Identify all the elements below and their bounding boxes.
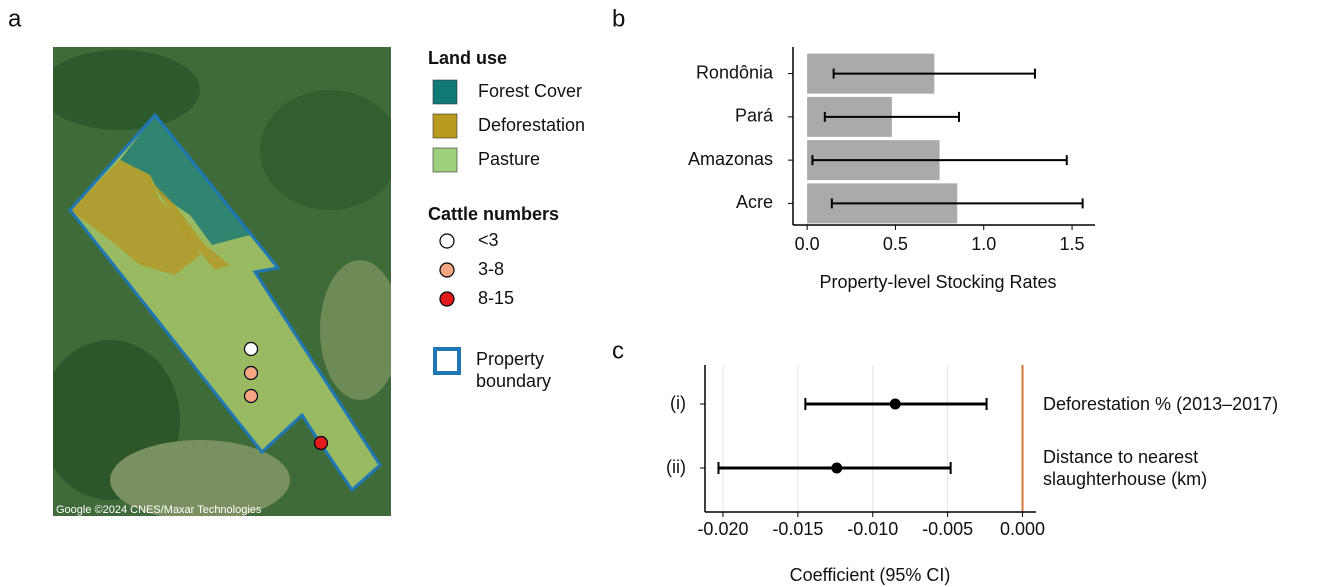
x-tick-label: 0.0	[795, 234, 820, 254]
panel-label: b	[612, 5, 625, 32]
y-tick-label: (i)	[670, 393, 686, 413]
legend-label: 8-15	[478, 288, 514, 308]
legend-label: Property boundary	[476, 348, 576, 392]
legend-swatch	[435, 349, 459, 373]
y-tick-label: Amazonas	[688, 149, 773, 169]
point	[890, 399, 901, 410]
legend-label: Deforestation	[478, 115, 585, 135]
point	[831, 463, 842, 474]
x-tick-label: 0.000	[1000, 519, 1045, 539]
legend-label: Forest Cover	[478, 81, 582, 101]
x-tick-label: -0.010	[847, 519, 898, 539]
y-tick-label: Pará	[735, 106, 774, 126]
x-tick-label: -0.005	[922, 519, 973, 539]
legend-label: <3	[478, 230, 499, 250]
panel-label: c	[612, 337, 624, 364]
row-label: Distance to nearest slaughterhouse (km)	[1043, 446, 1323, 490]
legend-swatch	[440, 234, 454, 248]
x-axis-label: Coefficient (95% CI)	[790, 565, 951, 585]
legend-title: Land use	[428, 48, 507, 68]
x-tick-label: -0.015	[772, 519, 823, 539]
legend-swatch	[433, 114, 457, 138]
x-axis-label: Property-level Stocking Rates	[819, 272, 1056, 292]
legend-swatch	[440, 292, 454, 306]
y-tick-label: Acre	[736, 192, 773, 212]
legend-swatch	[433, 148, 457, 172]
x-tick-label: -0.020	[697, 519, 748, 539]
x-tick-label: 1.0	[971, 234, 996, 254]
legend-title: Cattle numbers	[428, 204, 559, 224]
legend-label: Pasture	[478, 149, 540, 169]
map-attribution: Google ©2024 CNES/Maxar Technologies	[56, 504, 262, 516]
x-tick-label: 0.5	[883, 234, 908, 254]
x-tick-label: 1.5	[1060, 234, 1085, 254]
row-label: Deforestation % (2013–2017)	[1043, 393, 1323, 415]
legend-swatch	[440, 263, 454, 277]
figure: a Google ©2024 CNES/Maxar Technologies L…	[0, 0, 1333, 587]
satellite-map	[40, 47, 400, 520]
y-tick-label: Rondônia	[696, 62, 774, 82]
panel-label: a	[8, 5, 22, 32]
figure-svg: a Google ©2024 CNES/Maxar Technologies L…	[0, 0, 1333, 587]
legend-swatch	[433, 80, 457, 104]
y-tick-label: (ii)	[666, 457, 686, 477]
legend-label: 3-8	[478, 259, 504, 279]
